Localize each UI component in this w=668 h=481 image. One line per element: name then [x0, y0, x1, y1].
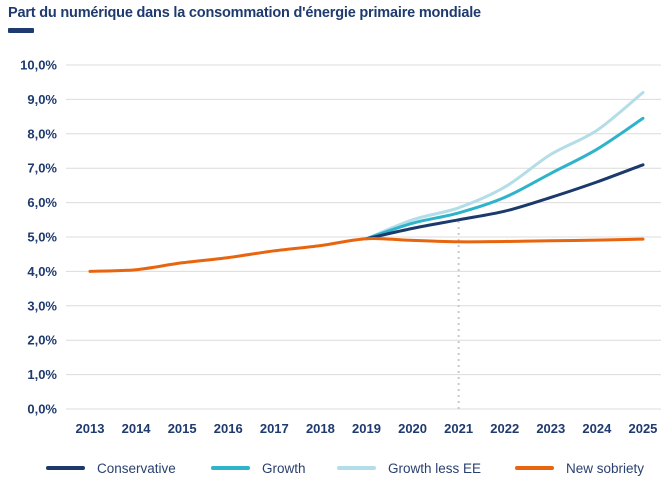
growth-line-swatch-icon — [211, 465, 250, 471]
x-axis-tick-label: 2018 — [306, 421, 335, 436]
y-axis-tick-label: 6,0% — [27, 195, 57, 210]
series-line-growth — [365, 116, 645, 241]
legend-label: New sobriety — [566, 460, 645, 476]
legend-label: Growth — [262, 460, 306, 476]
y-axis-tick-label: 7,0% — [27, 161, 57, 176]
legend-item-growth: Growth — [211, 455, 306, 481]
y-axis-tick-label: 0,0% — [27, 402, 57, 417]
chart-title: Part du numérique dans la consommation d… — [8, 5, 481, 21]
x-axis-tick-label: 2013 — [76, 421, 105, 436]
x-axis-tick-label: 2022 — [490, 421, 519, 436]
series-line-new-sobriety — [88, 237, 645, 273]
x-axis-tick-label: 2024 — [582, 421, 612, 436]
legend-item-new-sobriety: New sobriety — [515, 455, 644, 481]
y-axis-tick-label: 1,0% — [27, 367, 57, 382]
y-axis-tick-label: 2,0% — [27, 333, 57, 348]
x-axis-tick-label: 2023 — [536, 421, 565, 436]
legend-item-growth-less-ee: Growth less EE — [337, 455, 481, 481]
x-axis-tick-label: 2021 — [444, 421, 473, 436]
y-axis-tick-label: 9,0% — [27, 92, 57, 107]
y-axis-tick-label: 5,0% — [27, 230, 57, 245]
legend-label: Growth less EE — [388, 460, 482, 476]
new-sobriety-line-swatch-icon — [515, 465, 554, 471]
x-axis-tick-label: 2025 — [628, 421, 657, 436]
x-axis-tick-label: 2019 — [352, 421, 381, 436]
title-underline — [8, 28, 34, 33]
legend-label: Conservative — [97, 460, 176, 476]
y-axis-tick-label: 8,0% — [27, 126, 57, 141]
chart-legend: Conservative Growth Growth less EE New s… — [0, 455, 668, 481]
series-line-growth-less-ee — [365, 91, 645, 241]
y-axis-tick-label: 10,0% — [20, 58, 57, 73]
x-axis-tick-label: 2014 — [122, 421, 152, 436]
series-line-conservative — [365, 163, 645, 241]
y-axis-tick-label: 3,0% — [27, 298, 57, 313]
legend-item-conservative: Conservative — [46, 455, 176, 481]
conservative-line-swatch-icon — [46, 465, 85, 471]
x-axis-tick-label: 2015 — [168, 421, 197, 436]
x-axis-tick-label: 2017 — [260, 421, 289, 436]
x-axis-tick-label: 2020 — [398, 421, 427, 436]
x-axis-tick-label: 2016 — [214, 421, 243, 436]
y-axis-tick-label: 4,0% — [27, 264, 57, 279]
growth-less-ee-line-swatch-icon — [337, 465, 376, 471]
line-chart: 0,0% 1,0% 2,0% 3,0% 4,0% 5,0% 6,0% 7,0% 8,0% 9,0%… — [20, 58, 661, 436]
